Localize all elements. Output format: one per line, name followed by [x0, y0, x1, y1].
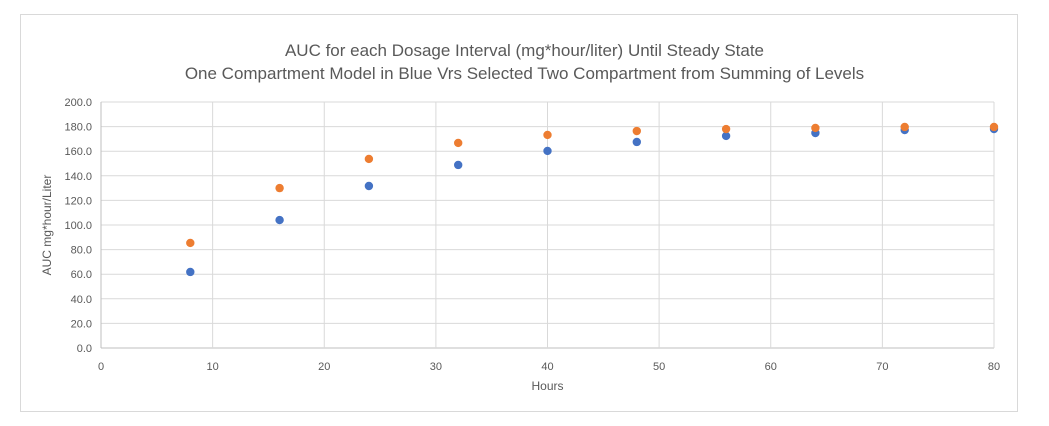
y-tick-label: 160.0 — [64, 146, 92, 158]
y-axis-label: AUC mg*hour/Liter — [40, 175, 54, 276]
x-tick-label: 50 — [653, 361, 665, 373]
orange-series-point — [275, 183, 284, 193]
x-tick-label: 10 — [207, 361, 219, 373]
chart-title-line2: One Compartment Model in Blue Vrs Select… — [184, 64, 865, 83]
orange-series-point — [632, 126, 641, 136]
x-tick-label: 20 — [318, 361, 330, 373]
y-tick-label: 60.0 — [71, 269, 92, 281]
orange-series-point — [364, 154, 374, 164]
blue-series-point — [721, 131, 731, 141]
y-tick-label: 40.0 — [71, 294, 92, 306]
chart-frame — [20, 14, 1018, 412]
orange-series-point — [186, 238, 195, 248]
y-tick-label: 180.0 — [64, 122, 92, 134]
y-tick-label: 120.0 — [64, 195, 92, 207]
blue-series-point — [454, 160, 463, 170]
y-tick-label: 100.0 — [64, 220, 92, 232]
y-tick-label: 0.0 — [77, 343, 92, 355]
blue-series-point — [186, 267, 195, 277]
x-tick-label: 70 — [876, 361, 888, 373]
orange-series-point — [721, 124, 731, 134]
x-tick-label: 80 — [988, 361, 1000, 373]
blue-series-point — [632, 137, 641, 147]
orange-series-point — [454, 138, 463, 148]
chart-title-line1: AUC for each Dosage Interval (mg*hour/li… — [284, 41, 765, 60]
x-tick-label: 30 — [430, 361, 442, 373]
x-tick-label: 60 — [765, 361, 777, 373]
orange-series-point — [900, 122, 909, 132]
y-tick-label: 140.0 — [64, 171, 92, 183]
blue-series-point — [275, 215, 284, 225]
blue-series-point — [364, 181, 374, 191]
y-tick-label: 200.0 — [64, 97, 92, 109]
x-tick-label: 40 — [541, 361, 553, 373]
orange-series-point — [989, 122, 999, 132]
y-tick-label: 80.0 — [71, 245, 92, 257]
blue-series-point — [543, 146, 552, 156]
x-axis-label: Hours — [531, 379, 563, 393]
y-tick-label: 20.0 — [71, 318, 92, 330]
orange-series-point — [811, 123, 820, 133]
x-tick-label: 0 — [98, 361, 104, 373]
orange-series-point — [543, 130, 552, 140]
